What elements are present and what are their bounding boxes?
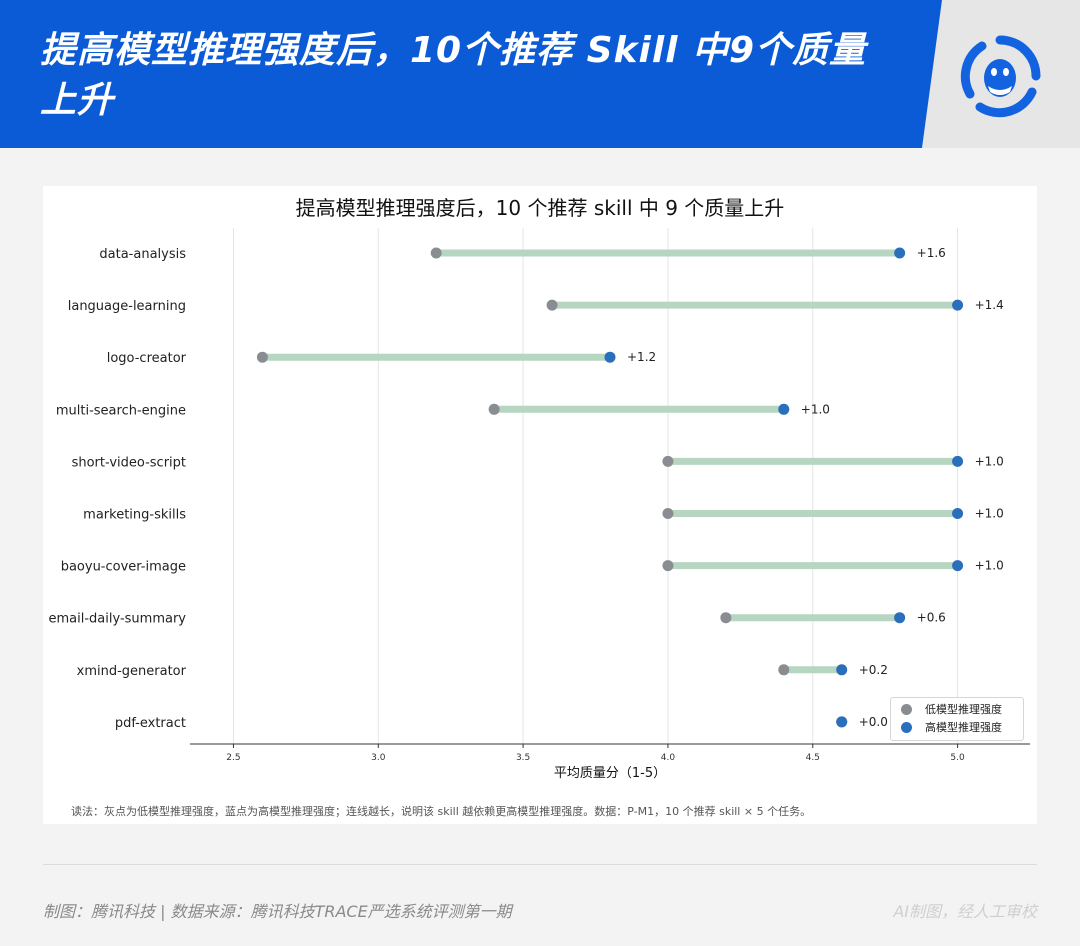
category-label: marketing-skills [83, 508, 186, 523]
category-label: language-learning [68, 299, 186, 314]
x-tick-label: 2.5 [226, 753, 240, 763]
diff-label: +1.0 [975, 454, 1004, 468]
footer-credit: 制图：腾讯科技 | 数据来源：腾讯科技TRACE严选系统评测第一期 [43, 902, 512, 921]
diff-label: +1.6 [917, 246, 946, 260]
chart-legend: 低模型推理强度 高模型推理强度 [890, 697, 1024, 741]
high-point [952, 560, 964, 572]
high-point [836, 664, 848, 676]
diff-label: +0.6 [917, 611, 946, 625]
diff-label: +0.2 [859, 663, 888, 677]
banner-blue-panel [0, 0, 942, 148]
low-point [720, 612, 732, 624]
legend-low-label: 低模型推理强度 [925, 703, 1002, 716]
category-label: baoyu-cover-image [61, 560, 186, 575]
high-point [952, 508, 964, 519]
diff-label: +1.4 [975, 298, 1004, 312]
header-banner: 提高模型推理强度后，10个推荐 Skill 中9个质量上升 [0, 0, 1080, 148]
x-tick-label: 4.5 [806, 753, 820, 763]
legend-high-label: 高模型推理强度 [925, 721, 1002, 734]
category-label: email-daily-summary [49, 612, 187, 627]
x-tick-label: 3.0 [371, 753, 386, 763]
diff-label: +1.2 [627, 350, 656, 364]
chart-card: 2.5 3.0 3.5 4.0 4.5 5.0 平均质量分（1-5） data-analysi… [43, 186, 1037, 824]
category-label: logo-creator [107, 351, 187, 366]
legend-item-high: 高模型推理强度 [901, 719, 1002, 737]
legend-item-low: 低模型推理强度 [901, 701, 1002, 719]
low-point [488, 403, 500, 415]
high-point [894, 612, 906, 624]
chart-title: 提高模型推理强度后，10 个推荐 skill 中 9 个质量上升 [295, 196, 785, 220]
banner-title: 提高模型推理强度后，10个推荐 Skill 中9个质量上升 [40, 30, 867, 121]
penguin-logo-icon [960, 35, 1041, 118]
high-point [604, 351, 616, 363]
high-point [894, 247, 906, 259]
high-point [778, 403, 790, 415]
diff-label: +1.0 [801, 402, 830, 416]
category-label: xmind-generator [77, 664, 187, 679]
x-tick-label: 4.0 [661, 753, 676, 763]
dumbbell-chart: 2.5 3.0 3.5 4.0 4.5 5.0 平均质量分（1-5） data-analysi… [49, 228, 1030, 781]
diff-label: +1.0 [975, 559, 1004, 573]
footer-review-note: AI制图，经人工审校 [893, 902, 1037, 921]
low-point [256, 351, 268, 363]
footer-divider [43, 864, 1037, 865]
legend-high-marker [901, 721, 912, 733]
category-label: short-video-script [72, 455, 186, 470]
high-point [836, 716, 848, 728]
x-axis-label: 平均质量分（1-5） [554, 766, 666, 781]
chart-note: 读法：灰点为低模型推理强度，蓝点为高模型推理强度；连线越长，说明该 skill … [71, 805, 812, 818]
diff-label: +1.0 [975, 507, 1004, 521]
category-label: pdf-extract [115, 716, 186, 731]
low-point [430, 247, 442, 259]
x-tick-label: 3.5 [516, 753, 530, 763]
high-point [952, 455, 964, 467]
low-point [778, 664, 790, 676]
low-point [662, 560, 674, 572]
high-point [952, 299, 964, 311]
category-label: multi-search-engine [56, 403, 186, 418]
low-point [662, 508, 674, 519]
category-label: data-analysis [99, 247, 186, 262]
x-tick-label: 5.0 [950, 753, 965, 763]
low-point [546, 299, 558, 311]
legend-low-marker [901, 703, 912, 715]
low-point [662, 455, 674, 467]
diff-label: +0.0 [859, 715, 888, 729]
